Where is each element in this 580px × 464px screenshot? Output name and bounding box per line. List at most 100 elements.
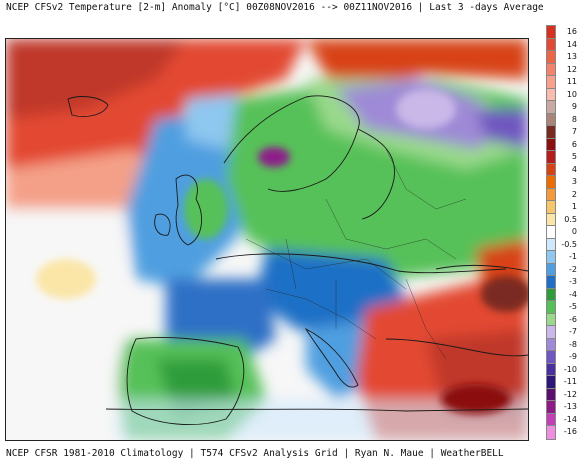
colorbar-row: 2 [546, 187, 577, 202]
colorbar-row: -7 [546, 325, 577, 340]
colorbar-row: -5 [546, 300, 577, 315]
colorbar-tick-label: -6 [569, 314, 577, 324]
colorbar-row: 6 [546, 137, 577, 152]
colorbar-swatch [546, 225, 556, 240]
colorbar-swatch [546, 212, 556, 227]
colorbar-swatch [546, 300, 556, 315]
colorbar-swatch [546, 100, 556, 115]
colorbar-swatch [546, 325, 556, 340]
colorbar-tick-label: 8 [571, 114, 577, 124]
colorbar-tick-label: 11 [566, 77, 577, 86]
colorbar-swatch [546, 375, 556, 390]
colorbar-swatch [546, 312, 556, 327]
colorbar-row: 12 [546, 62, 577, 77]
colorbar-swatch [546, 150, 556, 165]
colorbar-swatch [546, 162, 556, 177]
colorbar-row: 11 [546, 75, 577, 90]
colorbar-row: 10 [546, 87, 577, 102]
colorbar-tick-label: -16 [563, 427, 577, 436]
colorbar-swatch [546, 425, 556, 440]
colorbar-row: -14 [546, 412, 577, 427]
anomaly-detail [36, 89, 528, 414]
colorbar-tick-label: 0 [571, 227, 577, 236]
colorbar-row: 16 [546, 25, 577, 40]
colorbar-tick-label: 1 [571, 202, 577, 211]
colorbar-swatch [546, 362, 556, 377]
colorbar-swatch [546, 87, 556, 102]
colorbar-tick-label: -1 [569, 252, 577, 261]
colorbar-row: -10 [546, 362, 577, 377]
colorbar-row: 5 [546, 150, 577, 165]
colorbar-tick-label: -3 [569, 277, 577, 286]
colorbar-swatch [546, 400, 556, 415]
colorbar-tick-label: -5 [569, 302, 577, 311]
colorbar-tick-label: 7 [571, 127, 577, 136]
colorbar-swatch [546, 412, 556, 427]
colorbar-swatch [546, 187, 556, 202]
colorbar-tick-label: 3 [571, 177, 577, 186]
colorbar-tick-label: 12 [566, 64, 577, 74]
colorbar-tick-label: -13 [563, 402, 577, 411]
colorbar-tick-label: -7 [569, 327, 577, 336]
colorbar-tick-label: 9 [571, 102, 577, 111]
colorbar-swatch [546, 237, 556, 252]
colorbar-tick-label: 5 [571, 152, 577, 161]
colorbar-row: -13 [546, 400, 577, 415]
colorbar-row: 1 [546, 200, 577, 215]
colorbar-row: 14 [546, 37, 577, 52]
colorbar-row: 3 [546, 175, 577, 190]
colorbar-tick-label: -10 [563, 364, 577, 374]
colorbar-row: -8 [546, 337, 577, 352]
colorbar-swatch [546, 275, 556, 290]
country-borders [245, 148, 467, 360]
colorbar-row: -0.5 [546, 237, 577, 252]
colorbar-swatch [546, 75, 556, 90]
colorbar-swatch [546, 112, 556, 127]
colorbar-tick-label: -11 [563, 377, 577, 386]
colorbar-swatch [546, 137, 556, 152]
colorbar-swatch [546, 125, 556, 140]
colorbar-swatch [546, 387, 556, 402]
colorbar-row: -11 [546, 375, 577, 390]
colorbar-swatch [546, 350, 556, 365]
colorbar-swatch [546, 262, 556, 277]
colorbar-swatch [546, 175, 556, 190]
colorbar-swatch [546, 287, 556, 302]
colorbar-swatch [546, 37, 556, 52]
colorbar-row: -9 [546, 350, 577, 365]
colorbar-swatch [546, 250, 556, 265]
colorbar-tick-label: -0.5 [561, 239, 577, 249]
colorbar-tick-label: 16 [566, 27, 577, 36]
footer-text: CFSR 1981-2010 Climatology | T574 CFSv2 … [34, 448, 504, 459]
colorbar-row: -4 [546, 287, 577, 302]
colorbar-tick-label: -2 [569, 264, 577, 274]
colorbar-swatch [546, 337, 556, 352]
colorbar-swatch [546, 200, 556, 215]
colorbar-row: -6 [546, 312, 577, 327]
colorbar-tick-label: 13 [566, 52, 577, 61]
colorbar-tick-label: 10 [566, 89, 577, 99]
colorbar: 16 14 13 12 11 10 9 8 7 6 5 4 3 2 1 0.5 0 -0.5 -1 -2 -3 -4 -5 -… [546, 25, 577, 440]
colorbar-tick-label: -8 [569, 339, 577, 349]
colorbar-swatch [546, 62, 556, 77]
colorbar-row: 0.5 [546, 212, 577, 227]
colorbar-tick-label: 0.5 [564, 214, 577, 224]
colorbar-tick-label: -12 [563, 389, 577, 399]
colorbar-tick-label: 14 [566, 39, 577, 49]
colorbar-row: -3 [546, 275, 577, 290]
footer-source-label: NCEP [6, 448, 35, 459]
colorbar-swatch [546, 50, 556, 65]
anomaly-map [5, 38, 529, 441]
footer-credits: NCEP CFSR 1981-2010 Climatology | T574 C… [6, 448, 504, 459]
anomaly-map-svg [6, 39, 528, 440]
colorbar-tick-label: 6 [571, 139, 577, 149]
colorbar-tick-label: -9 [569, 352, 577, 361]
colorbar-row: 0 [546, 225, 577, 240]
chart-title: NCEP CFSv2 Temperature [2-m] Anomaly [°C… [6, 2, 544, 13]
colorbar-row: 8 [546, 112, 577, 127]
colorbar-row: 7 [546, 125, 577, 140]
colorbar-row: -1 [546, 250, 577, 265]
colorbar-tick-label: 4 [571, 164, 577, 174]
colorbar-row: 13 [546, 50, 577, 65]
colorbar-row: -12 [546, 387, 577, 402]
